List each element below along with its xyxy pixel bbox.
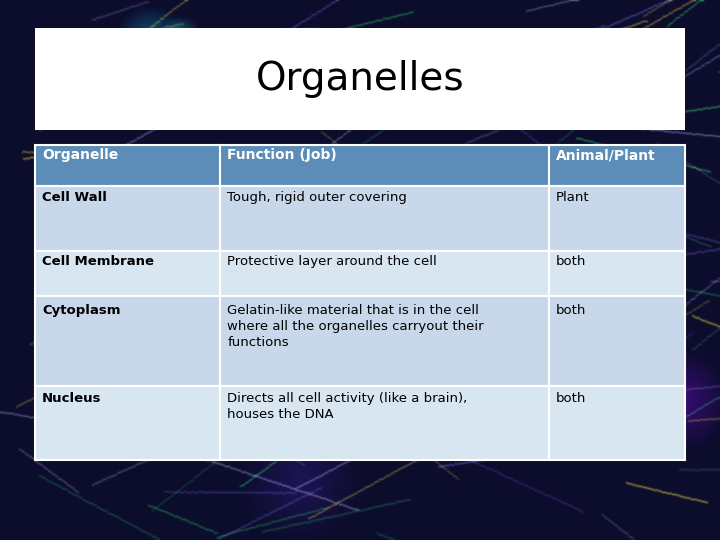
Text: Cell Wall: Cell Wall	[42, 191, 107, 204]
Text: Tough, rigid outer covering: Tough, rigid outer covering	[228, 191, 407, 204]
FancyBboxPatch shape	[35, 296, 220, 386]
FancyBboxPatch shape	[549, 145, 685, 186]
FancyBboxPatch shape	[220, 386, 549, 460]
Text: Organelles: Organelles	[256, 60, 464, 98]
Text: Cytoplasm: Cytoplasm	[42, 303, 120, 316]
Text: Animal/Plant: Animal/Plant	[556, 148, 655, 163]
FancyBboxPatch shape	[35, 145, 220, 186]
Text: Directs all cell activity (like a brain),
houses the DNA: Directs all cell activity (like a brain)…	[228, 392, 467, 421]
FancyBboxPatch shape	[35, 251, 220, 296]
Text: Gelatin-like material that is in the cell
where all the organelles carryout thei: Gelatin-like material that is in the cel…	[228, 303, 484, 348]
FancyBboxPatch shape	[549, 186, 685, 251]
FancyBboxPatch shape	[35, 386, 220, 460]
FancyBboxPatch shape	[35, 186, 220, 251]
Text: Protective layer around the cell: Protective layer around the cell	[228, 255, 437, 268]
Text: Cell Membrane: Cell Membrane	[42, 255, 154, 268]
FancyBboxPatch shape	[549, 386, 685, 460]
FancyBboxPatch shape	[220, 296, 549, 386]
Text: Organelle: Organelle	[42, 148, 118, 163]
FancyBboxPatch shape	[35, 28, 685, 130]
FancyBboxPatch shape	[549, 296, 685, 386]
Text: both: both	[556, 255, 586, 268]
FancyBboxPatch shape	[220, 251, 549, 296]
Text: Function (Job): Function (Job)	[228, 148, 337, 163]
FancyBboxPatch shape	[220, 186, 549, 251]
FancyBboxPatch shape	[220, 145, 549, 186]
Text: both: both	[556, 303, 586, 316]
Text: Nucleus: Nucleus	[42, 392, 102, 405]
FancyBboxPatch shape	[549, 251, 685, 296]
Text: Plant: Plant	[556, 191, 589, 204]
Text: both: both	[556, 392, 586, 405]
